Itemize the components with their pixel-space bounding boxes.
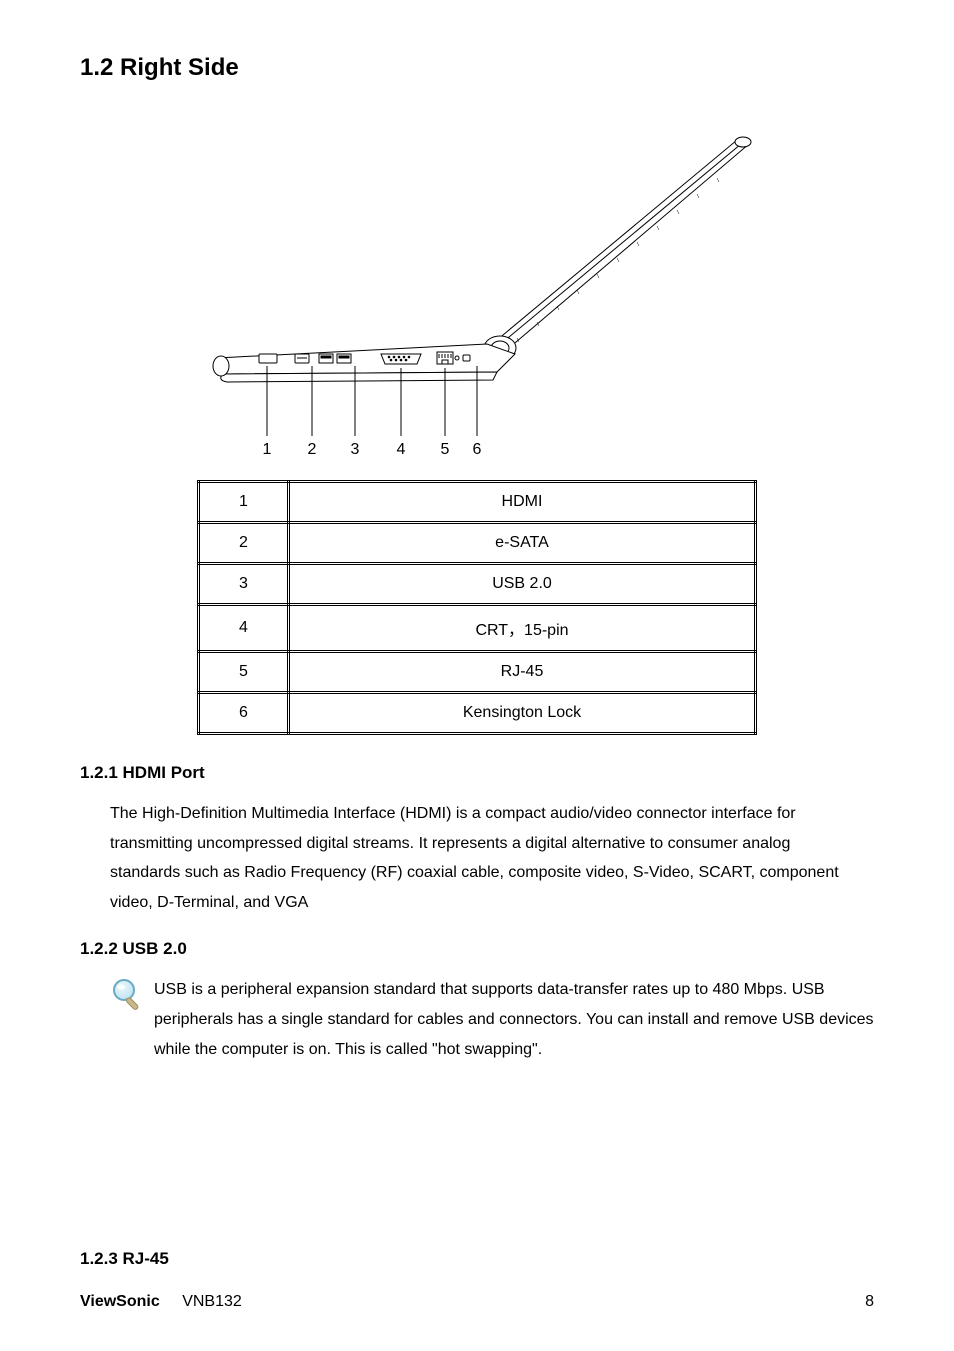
footer-model: VNB132: [182, 1293, 242, 1310]
table-row: 6 Kensington Lock: [199, 693, 756, 734]
port-label: RJ-45: [289, 652, 756, 693]
callout-2: 2: [308, 441, 317, 458]
footer-brand: ViewSonic: [80, 1293, 160, 1310]
callout-3: 3: [351, 441, 360, 458]
port-label: CRT，15-pin: [289, 605, 756, 652]
port-number: 6: [199, 693, 289, 734]
callout-1: 1: [263, 441, 272, 458]
port-number: 4: [199, 605, 289, 652]
rj45-heading: 1.2.3 RJ-45: [80, 1249, 169, 1269]
ports-table: 1 HDMI 2 e-SATA 3 USB 2.0 4 CRT，15-pin 5…: [197, 480, 757, 735]
port-label: HDMI: [289, 482, 756, 523]
port-label: e-SATA: [289, 523, 756, 564]
table-row: 3 USB 2.0: [199, 564, 756, 605]
table-row: 1 HDMI: [199, 482, 756, 523]
laptop-right-side-svg: 1 2 3 4 5 6: [197, 122, 757, 462]
callout-6: 6: [473, 441, 482, 458]
table-row: 4 CRT，15-pin: [199, 605, 756, 652]
hdmi-body: The High-Definition Multimedia Interface…: [110, 799, 864, 917]
right-side-diagram: 1 2 3 4 5 6: [80, 122, 874, 462]
magnifier-icon: [110, 975, 154, 1018]
port-label: Kensington Lock: [289, 693, 756, 734]
port-number: 1: [199, 482, 289, 523]
hdmi-heading: 1.2.1 HDMI Port: [80, 763, 874, 783]
port-label: USB 2.0: [289, 564, 756, 605]
port-number: 2: [199, 523, 289, 564]
port-number: 3: [199, 564, 289, 605]
page-number: 8: [865, 1293, 874, 1311]
table-row: 5 RJ-45: [199, 652, 756, 693]
section-heading: 1.2 Right Side: [80, 54, 874, 82]
callout-4: 4: [397, 441, 406, 458]
port-number: 5: [199, 652, 289, 693]
page-footer: ViewSonic VNB132 8: [80, 1293, 874, 1311]
usb-heading: 1.2.2 USB 2.0: [80, 939, 874, 959]
table-row: 2 e-SATA: [199, 523, 756, 564]
usb-body: USB is a peripheral expansion standard t…: [154, 975, 874, 1064]
callout-5: 5: [441, 441, 450, 458]
